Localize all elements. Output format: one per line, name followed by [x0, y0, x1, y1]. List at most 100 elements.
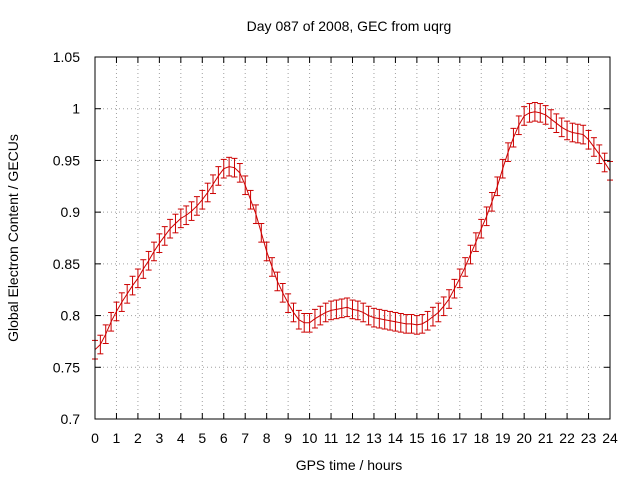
axis-ticks: [94, 56, 611, 420]
data-point: [220, 158, 227, 179]
x-tick-label: 3: [155, 430, 163, 446]
x-tick-label: 23: [581, 430, 597, 446]
data-point: [413, 315, 420, 335]
x-tick-label: 7: [241, 430, 249, 446]
data-point: [505, 142, 512, 162]
x-tick-label: 6: [220, 430, 228, 446]
x-tick-label: 21: [538, 430, 554, 446]
data-point: [129, 275, 136, 296]
data-point: [585, 129, 592, 150]
data-point: [376, 308, 383, 329]
data-point: [177, 208, 184, 229]
data-point: [140, 259, 147, 279]
data-point: [467, 244, 474, 265]
data-point: [242, 175, 249, 196]
x-tick-label: 9: [284, 430, 292, 446]
data-point: [328, 300, 335, 321]
x-tick-label: 12: [345, 430, 361, 446]
data-point: [499, 158, 506, 179]
data-point: [183, 205, 190, 226]
data-point: [387, 310, 394, 331]
data-point: [370, 307, 377, 328]
x-tick-label: 5: [198, 430, 206, 446]
data-point: [472, 232, 479, 252]
chart-title: Day 087 of 2008, GEC from uqrg: [247, 18, 452, 34]
data-point: [247, 189, 254, 210]
data-point: [419, 314, 426, 334]
x-axis-label: GPS time / hours: [296, 457, 403, 473]
y-tick-label: 0.85: [53, 256, 80, 272]
y-tick-label: 0.7: [61, 411, 81, 427]
data-point: [397, 313, 404, 333]
data-point: [333, 299, 340, 320]
data-point: [269, 257, 276, 277]
data-point: [488, 191, 495, 212]
data-point: [526, 103, 533, 123]
x-tick-label: 1: [113, 430, 121, 446]
x-tick-label: 10: [302, 430, 318, 446]
data-point: [306, 313, 313, 333]
data-point: [161, 226, 168, 246]
data-point: [210, 174, 217, 195]
data-point: [601, 152, 608, 173]
data-point: [596, 144, 603, 165]
data-point: [311, 308, 318, 329]
data-point: [124, 284, 131, 304]
data-point: [446, 289, 453, 309]
data-point: [494, 176, 501, 197]
data-point: [134, 268, 141, 289]
data-point: [360, 302, 367, 323]
data-point: [204, 182, 211, 203]
data-point: [547, 109, 554, 129]
x-tick-label: 8: [263, 430, 271, 446]
x-tick-label: 24: [602, 430, 618, 446]
data-point: [279, 283, 286, 303]
data-point: [354, 300, 361, 321]
data-point: [590, 137, 597, 157]
data-point: [365, 305, 372, 326]
data-point: [510, 127, 517, 148]
data-point: [408, 314, 415, 334]
data-point: [574, 123, 581, 144]
data-point: [113, 301, 120, 322]
data-point: [188, 201, 195, 221]
data-point: [456, 268, 463, 289]
y-axis-label: Global Electron Content / GECUs: [5, 134, 21, 342]
data-point: [156, 233, 163, 253]
data-point: [290, 302, 297, 323]
data-point: [553, 113, 560, 134]
data-point: [558, 117, 565, 138]
data-point: [392, 311, 399, 332]
data-point: [424, 310, 431, 331]
x-tick-label: 11: [324, 430, 339, 446]
x-tick-label: 0: [91, 430, 99, 446]
x-tick-label: 4: [177, 430, 185, 446]
data-point: [263, 241, 270, 262]
data-point: [564, 120, 571, 141]
data-point: [167, 218, 174, 239]
data-point: [97, 334, 104, 355]
data-point: [435, 302, 442, 323]
x-tick-label: 18: [473, 430, 489, 446]
data-point: [236, 163, 243, 183]
data-point: [193, 196, 200, 216]
y-tick-label: 0.9: [61, 204, 81, 220]
data-point: [172, 213, 179, 234]
data-point: [462, 257, 469, 277]
tick-labels: 0 1 2 3 4 5 6 7 8 9 10 11 12 13 14 15 16 17 18 19 20 21 22 23 24…: [53, 49, 618, 446]
data-point: [338, 298, 345, 319]
data-point: [521, 106, 528, 126]
y-tick-label: 1: [72, 101, 80, 117]
x-tick-label: 13: [366, 430, 382, 446]
x-tick-label: 20: [516, 430, 532, 446]
data-point: [151, 241, 158, 262]
x-tick-label: 22: [559, 430, 575, 446]
data-point: [531, 102, 538, 122]
data-point: [108, 311, 115, 332]
x-tick-label: 19: [495, 430, 511, 446]
data-point: [451, 278, 458, 299]
data-point: [258, 223, 265, 243]
data-point: [349, 299, 356, 320]
